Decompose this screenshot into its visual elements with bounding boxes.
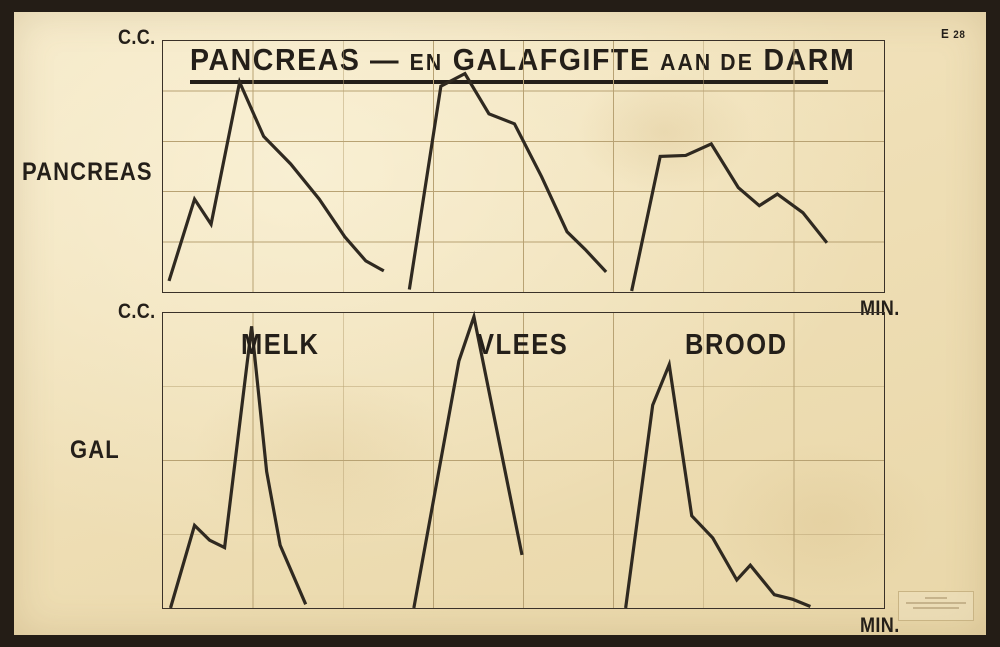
imprint-line xyxy=(924,597,948,599)
meal-label-brood: BROOD xyxy=(685,329,788,361)
plate-code-letter: E xyxy=(940,26,950,41)
chart-paper: PANCREAS — EN GALAFGIFTE AAN DE DARM E 2… xyxy=(14,12,986,637)
axis-unit-cc-middle: C.C. xyxy=(118,300,156,323)
plate-code: E 28 xyxy=(941,26,965,41)
plate-content: PANCREAS — EN GALAFGIFTE AAN DE DARM E 2… xyxy=(14,12,986,637)
plate-code-number: 28 xyxy=(953,29,966,41)
chart-gal-gridlines xyxy=(163,313,884,608)
chart-gal xyxy=(162,310,885,609)
title-dash: — xyxy=(369,42,401,77)
axis-unit-min-middle: MIN. xyxy=(860,297,900,320)
chart-pancreas xyxy=(162,40,885,293)
printer-imprint xyxy=(898,591,974,621)
curve-brood xyxy=(630,141,829,292)
axis-unit-min-bottom: MIN. xyxy=(860,614,900,637)
meal-label-vlees: VLEES xyxy=(477,329,569,361)
row-label-pancreas: PANCREAS xyxy=(22,158,153,186)
title-word-galafgifte: GALAFGIFTE xyxy=(452,42,651,77)
curve-brood xyxy=(624,358,812,609)
title-underline xyxy=(190,80,828,84)
title-word-pancreas: PANCREAS xyxy=(190,42,361,77)
imprint-line xyxy=(913,607,959,609)
row-label-gal: GAL xyxy=(70,436,120,464)
title-word-darm: DARM xyxy=(763,42,856,77)
title-word-en: EN xyxy=(409,49,444,75)
meal-label-melk: MELK xyxy=(241,329,320,361)
axis-unit-cc-top: C.C. xyxy=(118,26,156,49)
curve-melk xyxy=(168,326,308,609)
curve-vlees xyxy=(407,71,608,290)
chart-gal-curves xyxy=(168,310,812,609)
chart-pancreas-curves xyxy=(167,71,829,292)
page-title: PANCREAS — EN GALAFGIFTE AAN DE DARM xyxy=(190,42,855,78)
imprint-line xyxy=(906,602,966,604)
title-word-aan-de: AAN DE xyxy=(660,49,754,75)
curve-melk xyxy=(167,76,385,282)
curve-vlees xyxy=(412,310,524,609)
chart-pancreas-gridlines xyxy=(163,41,884,292)
